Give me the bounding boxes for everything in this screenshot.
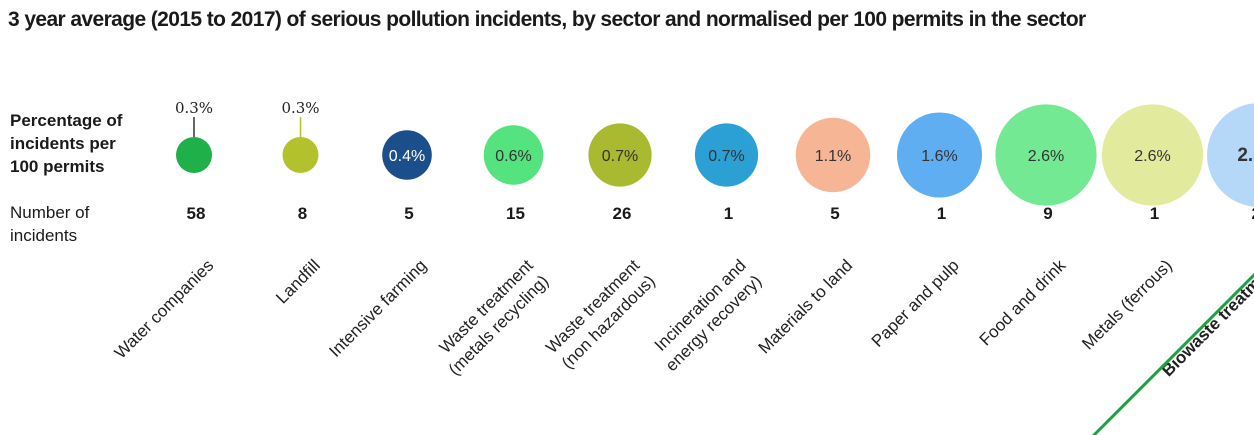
- category-label: Waste treatment(non hazardous): [542, 256, 659, 373]
- value-label: 2.6%: [1134, 148, 1170, 165]
- category-label: Waste treatment(metals recycling): [436, 256, 553, 379]
- incident-count: 1: [937, 204, 946, 223]
- category-label-line: Food and drink: [976, 256, 1070, 350]
- category-label: Materials to land: [755, 256, 857, 358]
- category-label: Metals (ferrous): [1078, 256, 1176, 354]
- highlight-underline: [1091, 272, 1254, 435]
- category-label: Paper and pulp: [868, 256, 963, 351]
- data-bubble: [694, 123, 759, 187]
- category-label-line: Intensive farming: [325, 256, 430, 361]
- incident-count: 8: [298, 204, 307, 223]
- value-label: 0.7%: [602, 148, 638, 165]
- incident-count: 15: [506, 204, 525, 223]
- data-bubble: [1207, 103, 1254, 207]
- row-label-percentage: 100 permits: [10, 157, 105, 176]
- data-bubble: [282, 137, 319, 173]
- row-label-percentage: Percentage of: [10, 111, 123, 130]
- value-label: 1.1%: [815, 148, 851, 165]
- row-label-incidents: Number of: [10, 203, 90, 222]
- incident-count: 26: [613, 204, 632, 223]
- category-label-line: Landfill: [272, 256, 324, 308]
- incident-count: 1: [724, 204, 733, 223]
- category-label-line: Paper and pulp: [868, 256, 963, 351]
- data-bubble: [176, 137, 212, 173]
- value-label: 2.8%: [1237, 145, 1254, 166]
- chart-title: 3 year average (2015 to 2017) of serious…: [8, 8, 1086, 31]
- category-label-line: Water companies: [111, 256, 218, 363]
- data-bubble: [1101, 104, 1204, 206]
- incident-count: 9: [1043, 204, 1052, 223]
- category-label: Food and drink: [976, 256, 1070, 350]
- data-bubble: [896, 112, 983, 198]
- category-label-line: Materials to land: [755, 256, 857, 358]
- value-label: 0.3%: [281, 99, 319, 117]
- data-bubble: [483, 125, 544, 185]
- category-label: Biowaste treatment: [1158, 256, 1254, 381]
- value-label: 0.7%: [708, 148, 744, 165]
- incident-count: 5: [404, 204, 413, 223]
- value-label: 0.3%: [175, 99, 213, 117]
- data-bubble: [382, 130, 432, 180]
- category-label-line: Biowaste treatment: [1158, 256, 1254, 381]
- category-label: Water companies: [111, 256, 218, 363]
- incident-count: 58: [187, 204, 206, 223]
- incident-count: 22: [1252, 204, 1254, 223]
- category-label-line: Metals (ferrous): [1078, 256, 1176, 354]
- data-bubble: [588, 123, 652, 187]
- value-label: 1.6%: [921, 148, 957, 165]
- category-label: Landfill: [272, 256, 324, 308]
- incident-count: 1: [1150, 204, 1159, 223]
- data-bubble: [795, 117, 871, 193]
- row-label-percentage: incidents per: [10, 134, 116, 153]
- row-label-incidents: incidents: [10, 226, 77, 245]
- value-label: 0.4%: [389, 148, 425, 165]
- incident-count: 5: [830, 204, 839, 223]
- data-bubble: [995, 104, 1097, 206]
- value-label: 0.6%: [495, 148, 531, 165]
- category-label: Intensive farming: [325, 256, 430, 361]
- value-label: 2.6%: [1028, 148, 1064, 165]
